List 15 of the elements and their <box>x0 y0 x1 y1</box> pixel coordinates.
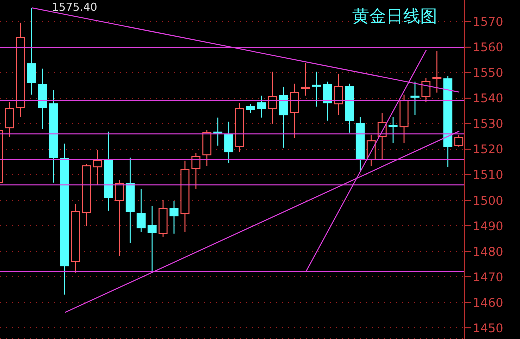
y-tick-label: 1570 <box>473 15 504 30</box>
annotation: 1575.40 <box>52 1 98 14</box>
y-tick-label: 1520 <box>473 142 504 157</box>
chart-title: 黄金日线图 <box>352 7 438 27</box>
y-tick-label: 1460 <box>473 296 504 310</box>
y-tick-label: 1480 <box>473 244 504 259</box>
y-tick-label: 1490 <box>473 219 504 234</box>
y-tick-label: 1500 <box>473 194 504 208</box>
y-tick-label: 1510 <box>473 168 504 182</box>
y-tick-label: 1470 <box>473 270 504 284</box>
y-tick-label: 1450 <box>473 321 504 336</box>
y-tick-label: 1550 <box>473 66 504 80</box>
y-tick-label: 1560 <box>473 40 504 55</box>
y-tick-label: 1530 <box>473 117 504 132</box>
y-tick-label: 1540 <box>473 92 504 106</box>
